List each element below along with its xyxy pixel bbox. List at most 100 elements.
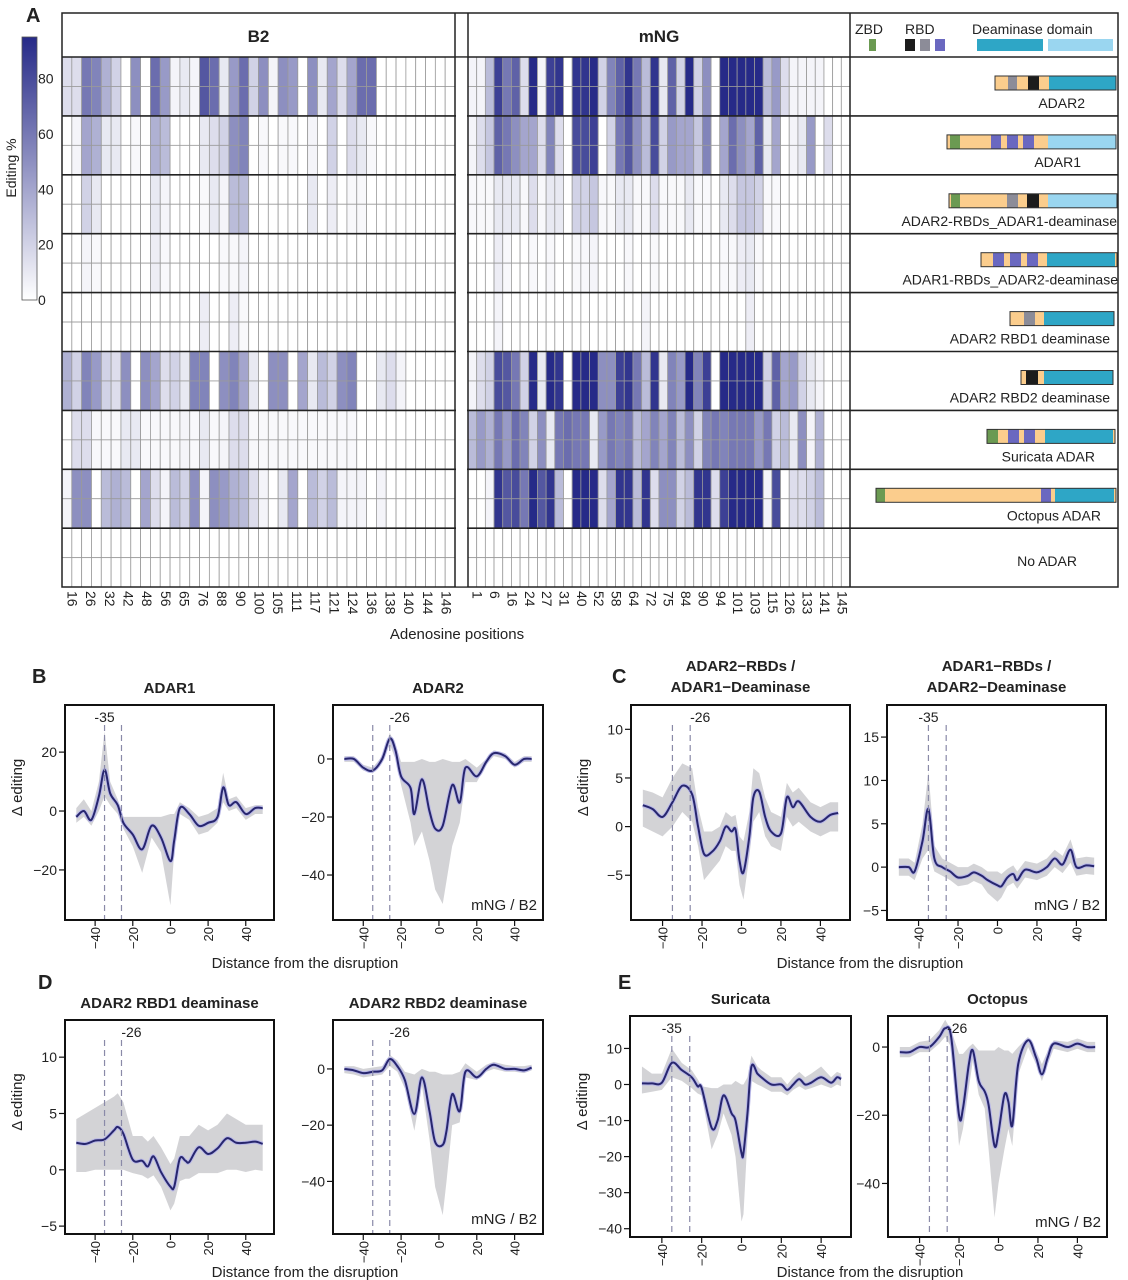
heatmap-cell bbox=[658, 498, 669, 529]
heatmap-cell bbox=[632, 380, 643, 411]
heatmap-cell bbox=[484, 351, 495, 382]
panel-letter-D: D bbox=[38, 972, 52, 994]
heatmap-cell bbox=[745, 321, 755, 352]
heatmap-cell bbox=[754, 203, 764, 235]
heatmap-cell bbox=[336, 468, 348, 500]
heatmap-cell bbox=[762, 86, 773, 117]
heatmap-cell bbox=[81, 233, 92, 264]
heatmap-cell bbox=[823, 86, 834, 117]
domain-segment bbox=[1045, 429, 1113, 444]
heatmap-cell bbox=[267, 86, 279, 117]
heatmap-cell bbox=[545, 557, 556, 588]
y-tick-label: −40 bbox=[598, 1221, 622, 1237]
heatmap-cell bbox=[754, 86, 764, 117]
heatmap-cell bbox=[189, 144, 200, 176]
heatmap-cell bbox=[493, 527, 504, 559]
heatmap-cell bbox=[346, 233, 358, 264]
x-tick-label: −40 bbox=[88, 927, 103, 949]
heatmap-cell bbox=[366, 262, 377, 293]
heatmap-cell bbox=[140, 498, 151, 529]
heatmap-cell bbox=[218, 115, 230, 146]
heatmap-cell bbox=[615, 292, 625, 323]
heatmap-cell bbox=[545, 292, 556, 323]
heatmap-cell bbox=[307, 351, 318, 382]
heatmap-cell bbox=[110, 439, 122, 470]
heatmap-cell bbox=[589, 409, 599, 441]
x-tick-label: 76 bbox=[195, 591, 211, 607]
x-tick-label: −40 bbox=[912, 927, 927, 949]
heatmap-cell bbox=[528, 321, 538, 352]
heatmap-cell bbox=[806, 115, 816, 146]
heatmap-cell bbox=[641, 56, 651, 87]
heatmap-cell bbox=[554, 439, 564, 470]
domain-segment bbox=[1048, 134, 1116, 149]
heatmap-cell bbox=[823, 115, 834, 146]
heatmap-cell bbox=[693, 262, 703, 293]
plot-frame bbox=[64, 704, 275, 921]
x-tick-label: −20 bbox=[695, 927, 710, 949]
heatmap-cell bbox=[476, 468, 486, 500]
heatmap-cell bbox=[467, 56, 478, 87]
heatmap-cell bbox=[287, 56, 299, 87]
x-tick-label: −20 bbox=[951, 927, 966, 949]
heatmap-cell bbox=[317, 174, 328, 205]
heatmap-cell bbox=[405, 86, 417, 117]
heatmap-cell bbox=[840, 409, 851, 441]
heatmap-cell bbox=[218, 439, 230, 470]
heatmap-cell bbox=[248, 203, 259, 235]
construct-label: No ADAR bbox=[1017, 553, 1077, 569]
heatmap-cell bbox=[120, 233, 132, 264]
heatmap-cell bbox=[287, 262, 299, 293]
heatmap-cell bbox=[684, 468, 695, 500]
heatmap-cell bbox=[484, 144, 495, 176]
heatmap-cell bbox=[326, 468, 338, 500]
heatmap-cell bbox=[425, 262, 436, 293]
heatmap-cell bbox=[771, 498, 781, 529]
heatmap-cell bbox=[754, 527, 764, 559]
heatmap-cell bbox=[649, 380, 660, 411]
heatmap-cell bbox=[702, 292, 712, 323]
heatmap-cell bbox=[684, 557, 695, 588]
heatmap-cell bbox=[267, 321, 279, 352]
heatmap-cell bbox=[375, 203, 387, 235]
heatmap-cell bbox=[493, 203, 504, 235]
heatmap-cell bbox=[208, 174, 220, 205]
heatmap-cell bbox=[571, 292, 582, 323]
heatmap-cell bbox=[218, 233, 230, 264]
heatmap-cell bbox=[179, 174, 191, 205]
heatmap-cell bbox=[336, 351, 348, 382]
heatmap-cell bbox=[199, 115, 210, 146]
legend-zbd: ZBD bbox=[855, 21, 883, 37]
legend-deaminase: Deaminase domain bbox=[972, 21, 1093, 37]
heatmap-cell bbox=[667, 498, 677, 529]
domain-segment bbox=[885, 488, 1041, 503]
legend-rbd: RBD bbox=[905, 21, 935, 37]
heatmap-cell bbox=[537, 174, 547, 205]
heatmap-cell bbox=[745, 144, 755, 176]
heatmap-cell bbox=[641, 203, 651, 235]
heatmap-cell bbox=[571, 498, 582, 529]
heatmap-cell bbox=[130, 321, 141, 352]
heatmap-cell bbox=[179, 439, 191, 470]
plot-frame bbox=[886, 704, 1107, 921]
heatmap-cell bbox=[511, 56, 521, 87]
heatmap-cell bbox=[563, 557, 573, 588]
heatmap-cell bbox=[814, 380, 825, 411]
group-gap bbox=[456, 57, 467, 587]
heatmap-cell bbox=[258, 557, 269, 588]
heatmap-cell bbox=[840, 468, 851, 500]
heatmap-cell bbox=[425, 351, 436, 382]
heatmap-cell bbox=[710, 409, 721, 441]
construct-label: ADAR2 RBD1 deaminase bbox=[950, 331, 1111, 347]
heatmap-cell bbox=[120, 527, 132, 559]
heatmap-cell bbox=[493, 409, 504, 441]
heatmap-cell bbox=[385, 439, 397, 470]
heatmap-cell bbox=[317, 144, 328, 176]
heatmap-cell bbox=[140, 233, 151, 264]
mean-line bbox=[344, 1058, 533, 1148]
heatmap-cell bbox=[597, 380, 608, 411]
heatmap-cell bbox=[502, 351, 512, 382]
legend-swatch bbox=[977, 39, 1043, 51]
heatmap-cell bbox=[493, 115, 504, 146]
